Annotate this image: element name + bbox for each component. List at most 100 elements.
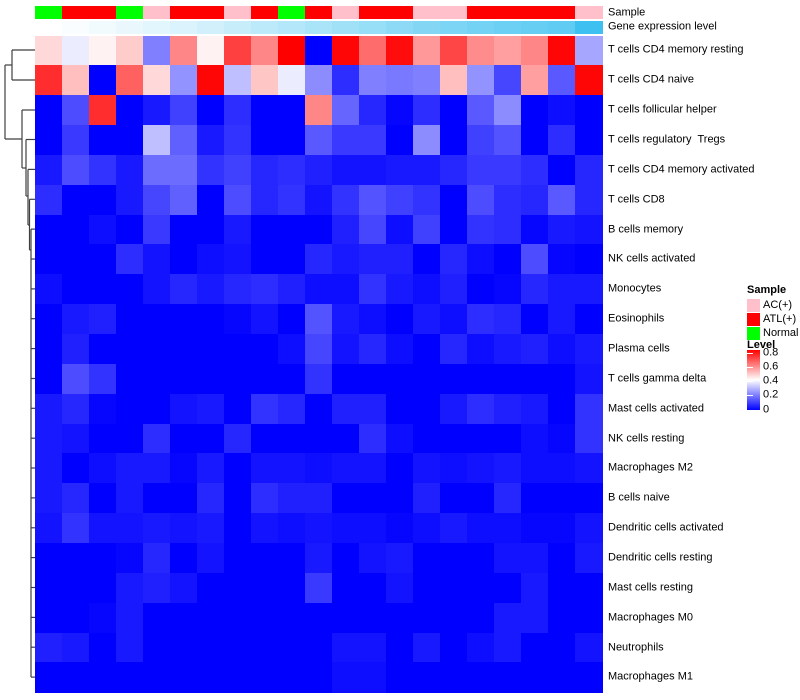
heatmap-cell [278,95,306,126]
heatmap-cell [521,304,549,335]
heatmap-cell [143,95,171,126]
heatmap-cell [548,393,576,425]
heatmap-cell [332,65,360,96]
heatmap-cell [251,483,279,514]
heatmap-cell [116,274,144,305]
heatmap-cell [62,95,90,126]
heatmap-cell [62,632,90,663]
heatmap-cell [359,602,387,634]
heatmap-cell [251,662,279,693]
heatmap-cell [413,274,441,305]
heatmap-cell [386,154,414,186]
heatmap-cell [467,602,495,634]
row-label: T cells regulatory Tregs [608,133,726,146]
level-tick-mark [747,352,753,354]
heatmap-cell [494,423,522,454]
legend-item-label: AC(+) [763,298,793,311]
heatmap-cell [89,572,117,604]
heatmap-cell [305,244,333,275]
row-label: T cells CD4 memory resting [608,43,744,56]
heatmap-cell [89,513,117,544]
heatmap-cell [170,65,198,96]
heatmap-cell [575,274,603,305]
heatmap-cell [89,214,117,245]
heatmap-cell [89,184,117,216]
heatmap-cell [413,95,441,126]
heatmap-cell [467,572,495,604]
heatmap-cell [440,423,468,454]
heatmap-cell [548,184,576,216]
heatmap-cell [440,274,468,305]
row-label: Neutrophils [608,641,664,654]
heatmap-cell [494,483,522,514]
heatmap-cell [521,184,549,216]
heatmap-cell [413,35,441,66]
sample-annotation-cell [332,6,360,19]
heatmap-cell [440,184,468,216]
gene-expression-cell [332,21,360,34]
heatmap-cell [386,363,414,395]
heatmap-cell [251,513,279,544]
heatmap-cell [440,214,468,245]
heatmap-cell [278,453,306,484]
heatmap-cell [359,274,387,305]
heatmap-cell [332,304,360,335]
heatmap-cell [143,125,171,156]
heatmap-cell [521,274,549,305]
heatmap-cell [386,483,414,514]
sample-annotation-cell [305,6,333,19]
heatmap-cell [89,95,117,126]
heatmap-cell [575,304,603,335]
heatmap-cell [386,304,414,335]
heatmap-cell [494,125,522,156]
heatmap-cell [116,125,144,156]
heatmap-cell [386,65,414,96]
level-tick-mark [747,381,753,383]
heatmap-cell [548,214,576,245]
heatmap-cell [575,244,603,275]
heatmap-cell [575,453,603,484]
heatmap-cell [521,154,549,186]
sample-annotation-cell [575,6,603,19]
heatmap-cell [467,35,495,66]
gene-expression-cell [494,21,522,34]
heatmap-cell [170,632,198,663]
heatmap-cell [170,274,198,305]
heatmap-cell [521,602,549,634]
heatmap-cell [116,513,144,544]
heatmap-cell [548,154,576,186]
heatmap-cell [251,184,279,216]
heatmap-cell [575,602,603,634]
heatmap-cell [278,483,306,514]
heatmap-cell [521,543,549,574]
sample-annotation-cell [197,6,225,19]
heatmap-cell [116,363,144,395]
heatmap-cell [332,363,360,395]
heatmap-cell [224,572,252,604]
heatmap-cell [548,95,576,126]
heatmap-cell [170,602,198,634]
legend-swatch [747,298,760,312]
gene-expression-cell [278,21,306,34]
heatmap-cell [197,483,225,514]
level-tick-label: 0.2 [763,388,779,401]
heatmap-cell [548,274,576,305]
heatmap-cell [548,453,576,484]
heatmap-cell [467,214,495,245]
heatmap-cell [305,543,333,574]
heatmap-cell [359,35,387,66]
heatmap-cell [197,95,225,126]
heatmap-cell [467,125,495,156]
heatmap-cell [494,154,522,186]
heatmap-cell [386,423,414,454]
heatmap-cell [197,125,225,156]
heatmap-cell [224,632,252,663]
heatmap-cell [143,35,171,66]
gene-expression-cell [575,21,603,34]
heatmap-cell [440,453,468,484]
heatmap-cell [116,662,144,693]
heatmap-cell [413,602,441,634]
heatmap-cell [332,543,360,574]
heatmap-cell [359,572,387,604]
